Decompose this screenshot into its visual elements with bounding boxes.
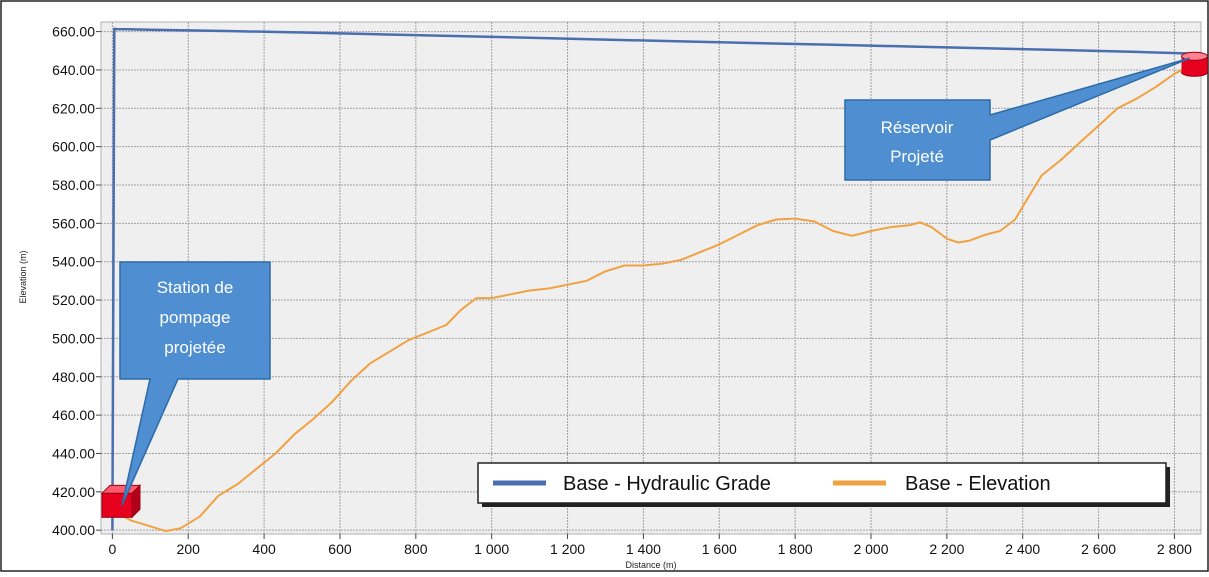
y-tick-label: 420.00 xyxy=(52,484,95,500)
series-line-elevation xyxy=(111,65,1191,533)
x-tick-label: 2 200 xyxy=(929,541,964,557)
y-tick-label: 580.00 xyxy=(52,177,95,193)
callout-station-text: pompage xyxy=(160,308,231,327)
callouts: Station de pompage projetée Réservoir Projet… xyxy=(119,57,1190,506)
callout-station: Station de pompage projetée xyxy=(119,261,271,506)
series-line-hydraulic-grade xyxy=(111,27,1194,531)
x-tick-label: 600 xyxy=(328,541,352,557)
y-tick-label: 640.00 xyxy=(52,62,95,78)
x-tick-label: 1 800 xyxy=(778,541,813,557)
y-tick-label: 400.00 xyxy=(52,522,95,538)
callout-reservoir-text: Projeté xyxy=(890,147,944,166)
callout-reservoir: Réservoir Projeté xyxy=(844,57,1190,181)
callout-reservoir-shape xyxy=(844,57,1190,181)
x-axis-title: Distance (m) xyxy=(625,560,676,570)
y-tick-label: 500.00 xyxy=(52,330,95,346)
tick-labels: 0 200 400 600 800 1 000 1 200 1 400 1 600 1 800 2 … xyxy=(52,24,1192,557)
x-tick-label: 200 xyxy=(177,541,201,557)
y-tick-label: 600.00 xyxy=(52,139,95,155)
callout-station-shape xyxy=(119,261,271,506)
x-tick-label: 2 400 xyxy=(1005,541,1040,557)
callout-reservoir-text: Réservoir xyxy=(881,118,954,137)
y-tick-label: 460.00 xyxy=(52,407,95,423)
callout-station-text: Station de xyxy=(157,278,234,297)
y-tick-label: 440.00 xyxy=(52,445,95,461)
y-tick-label: 620.00 xyxy=(52,100,95,116)
callout-station-text: projetée xyxy=(164,338,225,357)
legend-box xyxy=(477,462,1167,504)
tank-body-cover xyxy=(1181,56,1208,73)
y-axis-title: Elevation (m) xyxy=(18,250,28,303)
node-markers xyxy=(100,51,1209,519)
x-tick-label: 1 400 xyxy=(626,541,661,557)
x-tick-label: 1 000 xyxy=(474,541,509,557)
x-tick-label: 1 600 xyxy=(702,541,737,557)
series-lines xyxy=(111,27,1194,533)
x-tick-label: 2 800 xyxy=(1157,541,1192,557)
y-tick-label: 540.00 xyxy=(52,254,95,270)
x-tick-label: 0 xyxy=(108,541,116,557)
legend-label-hydraulic-grade: Base - Hydraulic Grade xyxy=(563,473,771,495)
x-tick-label: 800 xyxy=(404,541,428,557)
y-tick-label: 560.00 xyxy=(52,215,95,231)
x-tick-label: 1 200 xyxy=(550,541,585,557)
y-tick-label: 660.00 xyxy=(52,24,95,40)
legend: Base - Hydraulic Grade Base - Elevation xyxy=(477,462,1170,507)
y-tick-label: 520.00 xyxy=(52,292,95,308)
reservoir-node xyxy=(1181,51,1209,77)
x-tick-label: 2 000 xyxy=(853,541,888,557)
box-front xyxy=(101,492,133,518)
y-tick-label: 480.00 xyxy=(52,369,95,385)
pump-station-node xyxy=(100,484,142,519)
x-tick-label: 2 600 xyxy=(1081,541,1116,557)
x-tick-label: 400 xyxy=(252,541,276,557)
legend-label-elevation: Base - Elevation xyxy=(905,473,1051,495)
